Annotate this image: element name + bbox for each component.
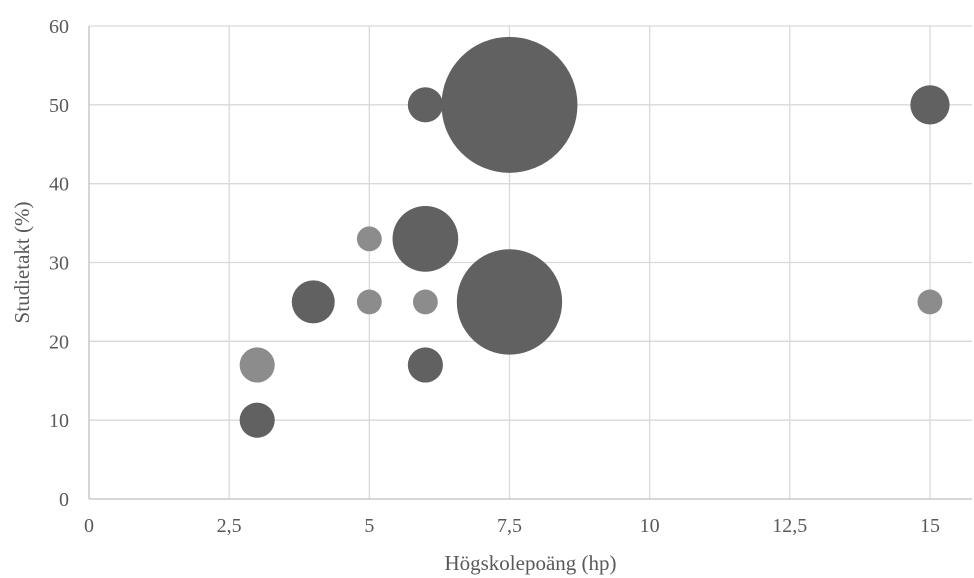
- y-tick-label: 40: [49, 174, 69, 196]
- y-tick-label: 60: [49, 16, 69, 38]
- y-tick-label: 0: [59, 489, 69, 511]
- bubble: [239, 347, 275, 383]
- x-axis-title: Högskolepoäng (hp): [444, 551, 616, 575]
- axes: [88, 26, 972, 500]
- bubble: [291, 280, 335, 324]
- y-tick-label: 50: [49, 95, 69, 117]
- x-tick-label: 5: [364, 515, 374, 537]
- bubbles: [239, 36, 950, 438]
- x-tick-label: 2,5: [217, 515, 242, 537]
- bubble: [356, 289, 382, 315]
- bubble: [456, 249, 563, 355]
- bubble: [356, 226, 382, 252]
- x-tick-label: 15: [920, 515, 940, 537]
- bubble: [239, 402, 275, 438]
- x-tick-label: 7,5: [497, 515, 522, 537]
- x-tick-label: 12,5: [772, 515, 807, 537]
- x-tick-label: 0: [84, 515, 94, 537]
- x-tick-label: 10: [640, 515, 660, 537]
- bubble: [392, 206, 459, 272]
- bubble: [917, 289, 943, 315]
- bubble: [441, 36, 578, 173]
- bubble: [407, 347, 443, 383]
- y-tick-label: 30: [49, 253, 69, 275]
- y-tick-label: 10: [49, 410, 69, 432]
- y-axis-title: Studietakt (%): [10, 202, 34, 324]
- bubble: [412, 289, 438, 315]
- bubble: [910, 85, 950, 125]
- bubble: [407, 87, 443, 123]
- y-tick-label: 20: [49, 331, 69, 353]
- tick-labels: 0 10 20 30 40 50 60 0 2,5 5 7,5 10 12,5 15: [49, 16, 940, 537]
